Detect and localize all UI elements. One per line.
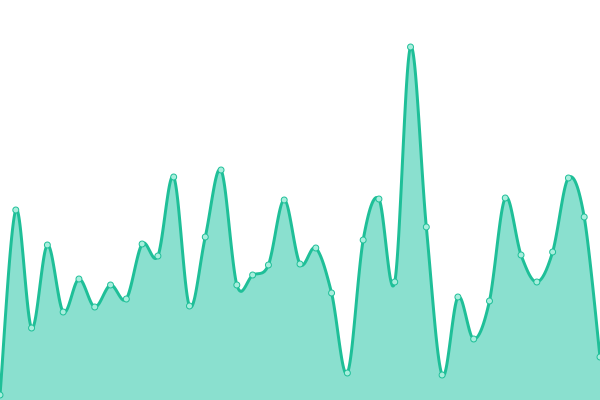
data-point-3 bbox=[43, 241, 51, 249]
data-point-4 bbox=[59, 308, 67, 316]
data-point-22 bbox=[343, 369, 351, 377]
data-points bbox=[0, 43, 600, 399]
data-point-31 bbox=[485, 297, 493, 305]
data-point-5 bbox=[75, 275, 83, 283]
data-point-30 bbox=[470, 335, 478, 343]
data-point-11 bbox=[170, 173, 178, 181]
data-point-27 bbox=[422, 223, 430, 231]
data-point-25 bbox=[391, 278, 399, 286]
data-point-19 bbox=[296, 260, 304, 268]
data-point-1 bbox=[12, 206, 20, 214]
data-point-9 bbox=[138, 240, 146, 248]
data-point-33 bbox=[517, 251, 525, 259]
data-point-13 bbox=[201, 233, 209, 241]
data-point-38 bbox=[596, 353, 600, 361]
data-point-14 bbox=[217, 166, 225, 174]
data-point-29 bbox=[454, 293, 462, 301]
data-point-0 bbox=[0, 391, 4, 399]
data-point-34 bbox=[533, 278, 541, 286]
data-point-26 bbox=[407, 43, 415, 51]
data-point-8 bbox=[122, 295, 130, 303]
data-point-37 bbox=[580, 213, 588, 221]
data-point-32 bbox=[501, 194, 509, 202]
data-point-21 bbox=[328, 289, 336, 297]
area-fill bbox=[0, 46, 600, 400]
data-point-36 bbox=[564, 174, 572, 182]
data-point-28 bbox=[438, 371, 446, 379]
data-point-7 bbox=[107, 281, 115, 289]
data-point-15 bbox=[233, 281, 241, 289]
data-point-6 bbox=[91, 303, 99, 311]
data-point-24 bbox=[375, 195, 383, 203]
data-point-17 bbox=[264, 261, 272, 269]
data-point-12 bbox=[185, 302, 193, 310]
data-point-18 bbox=[280, 196, 288, 204]
data-point-23 bbox=[359, 236, 367, 244]
data-point-10 bbox=[154, 252, 162, 260]
data-point-2 bbox=[28, 324, 36, 332]
data-point-16 bbox=[249, 271, 257, 279]
data-point-20 bbox=[312, 244, 320, 252]
data-point-35 bbox=[549, 248, 557, 256]
